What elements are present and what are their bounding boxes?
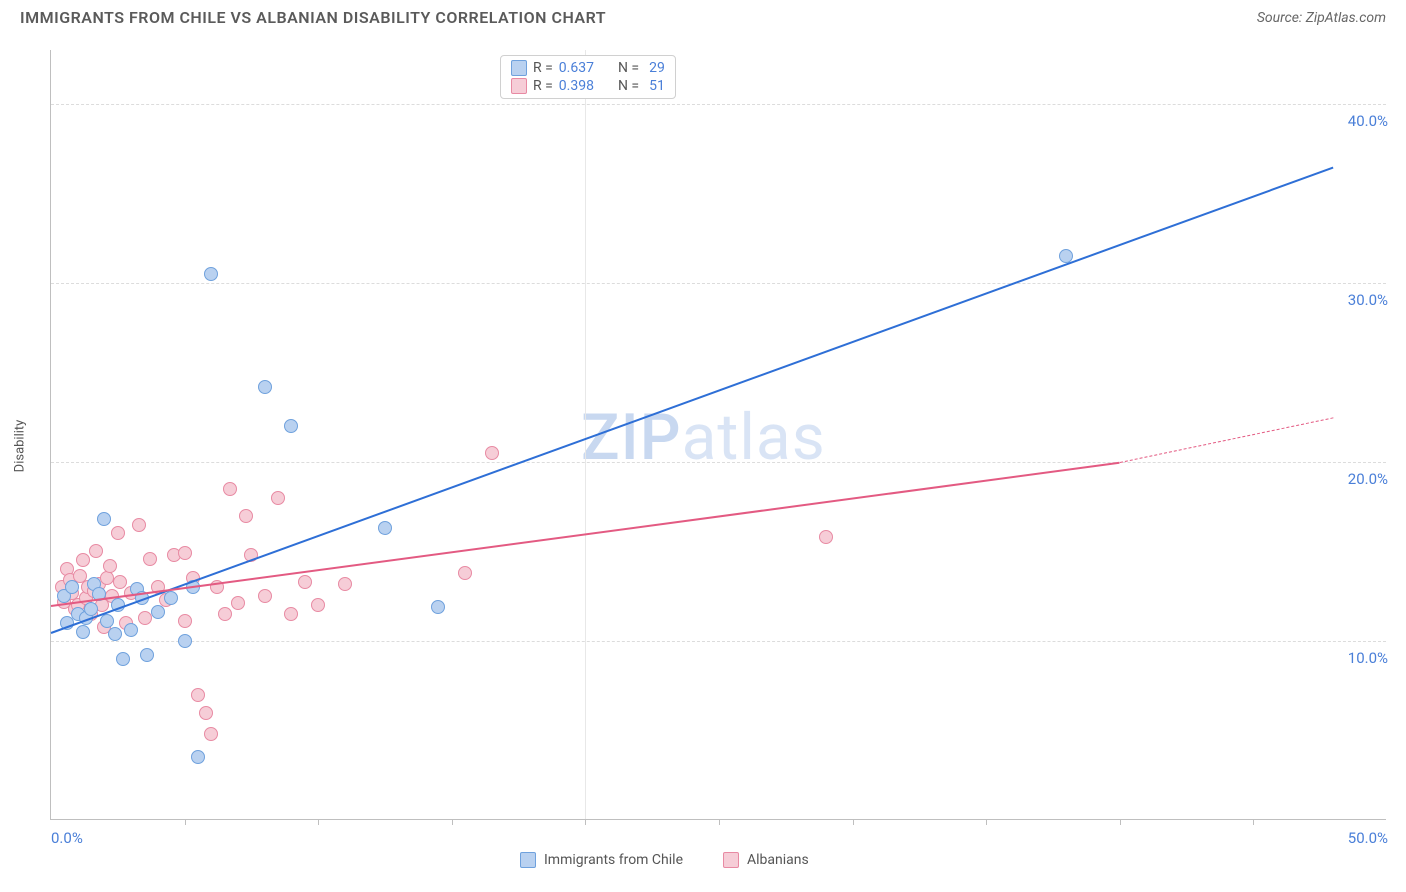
gridline-horizontal <box>51 104 1386 105</box>
chart-title: IMMIGRANTS FROM CHILE VS ALBANIAN DISABI… <box>20 8 606 27</box>
x-tick <box>986 819 987 825</box>
x-axis-max-label: 50.0% <box>1348 829 1388 847</box>
watermark: ZIPatlas <box>581 400 826 475</box>
data-point-albanians <box>284 607 298 621</box>
gridline-horizontal <box>51 641 1386 642</box>
legend-row-albanians: R = 0.398 N = 51 <box>511 78 665 94</box>
x-tick <box>318 819 319 825</box>
data-point-chile <box>76 625 90 639</box>
data-point-chile <box>151 605 165 619</box>
gridline-horizontal <box>51 283 1386 284</box>
data-point-chile <box>108 627 122 641</box>
data-point-albanians <box>204 727 218 741</box>
series-legend: Immigrants from Chile Albanians <box>520 852 809 868</box>
data-point-albanians <box>458 566 472 580</box>
data-point-albanians <box>239 509 253 523</box>
y-axis-label: Disability <box>13 420 28 473</box>
data-point-albanians <box>103 559 117 573</box>
n-label: N = <box>618 60 639 76</box>
x-tick <box>719 819 720 825</box>
data-point-albanians <box>218 607 232 621</box>
legend-label: Immigrants from Chile <box>544 852 683 868</box>
legend-item-chile: Immigrants from Chile <box>520 852 683 868</box>
data-point-albanians <box>100 571 114 585</box>
data-point-chile <box>97 512 111 526</box>
chart-header: IMMIGRANTS FROM CHILE VS ALBANIAN DISABI… <box>0 0 1406 31</box>
trend-line <box>51 166 1334 633</box>
n-value: 51 <box>649 78 665 94</box>
data-point-chile <box>191 750 205 764</box>
data-point-albanians <box>178 614 192 628</box>
data-point-albanians <box>298 575 312 589</box>
y-tick-label: 10.0% <box>1348 649 1388 667</box>
legend-item-albanians: Albanians <box>723 852 809 868</box>
data-point-chile <box>164 591 178 605</box>
data-point-albanians <box>258 589 272 603</box>
data-point-albanians <box>76 553 90 567</box>
data-point-albanians <box>338 577 352 591</box>
data-point-chile <box>65 580 79 594</box>
data-point-albanians <box>89 544 103 558</box>
y-tick-label: 30.0% <box>1348 291 1388 309</box>
data-point-chile <box>84 602 98 616</box>
data-point-albanians <box>311 598 325 612</box>
legend-row-chile: R = 0.637 N = 29 <box>511 60 665 76</box>
data-point-albanians <box>819 530 833 544</box>
data-point-albanians <box>223 482 237 496</box>
data-point-albanians <box>138 611 152 625</box>
swatch-icon <box>511 78 527 94</box>
n-label: N = <box>618 78 639 94</box>
data-point-chile <box>431 600 445 614</box>
swatch-icon <box>520 852 536 868</box>
data-point-albanians <box>191 688 205 702</box>
data-point-albanians <box>132 518 146 532</box>
y-tick-label: 40.0% <box>1348 112 1388 130</box>
correlation-legend: R = 0.637 N = 29 R = 0.398 N = 51 <box>500 55 676 99</box>
scatter-plot-area: ZIPatlas 10.0%20.0%30.0%40.0%0.0%50.0% <box>50 50 1386 820</box>
data-point-albanians <box>143 552 157 566</box>
data-point-albanians <box>485 446 499 460</box>
y-tick-label: 20.0% <box>1348 470 1388 488</box>
x-tick <box>452 819 453 825</box>
trend-line-extrapolated <box>1120 417 1334 463</box>
x-axis-min-label: 0.0% <box>51 829 83 847</box>
data-point-chile <box>204 267 218 281</box>
swatch-icon <box>723 852 739 868</box>
chart-source: Source: ZipAtlas.com <box>1257 10 1386 26</box>
r-value: 0.398 <box>559 78 594 94</box>
data-point-chile <box>378 521 392 535</box>
data-point-albanians <box>178 546 192 560</box>
x-tick <box>585 819 586 825</box>
gridline-vertical <box>585 50 586 819</box>
data-point-albanians <box>271 491 285 505</box>
r-value: 0.637 <box>559 60 594 76</box>
data-point-albanians <box>199 706 213 720</box>
x-tick <box>1120 819 1121 825</box>
n-value: 29 <box>649 60 665 76</box>
swatch-icon <box>511 60 527 76</box>
data-point-chile <box>284 419 298 433</box>
legend-label: Albanians <box>747 852 809 868</box>
x-tick <box>185 819 186 825</box>
r-label: R = <box>533 60 553 76</box>
x-tick <box>853 819 854 825</box>
data-point-chile <box>116 652 130 666</box>
data-point-chile <box>178 634 192 648</box>
data-point-chile <box>140 648 154 662</box>
r-label: R = <box>533 78 553 94</box>
data-point-albanians <box>111 526 125 540</box>
data-point-chile <box>124 623 138 637</box>
data-point-chile <box>258 380 272 394</box>
x-tick <box>1253 819 1254 825</box>
gridline-horizontal <box>51 462 1386 463</box>
data-point-albanians <box>231 596 245 610</box>
